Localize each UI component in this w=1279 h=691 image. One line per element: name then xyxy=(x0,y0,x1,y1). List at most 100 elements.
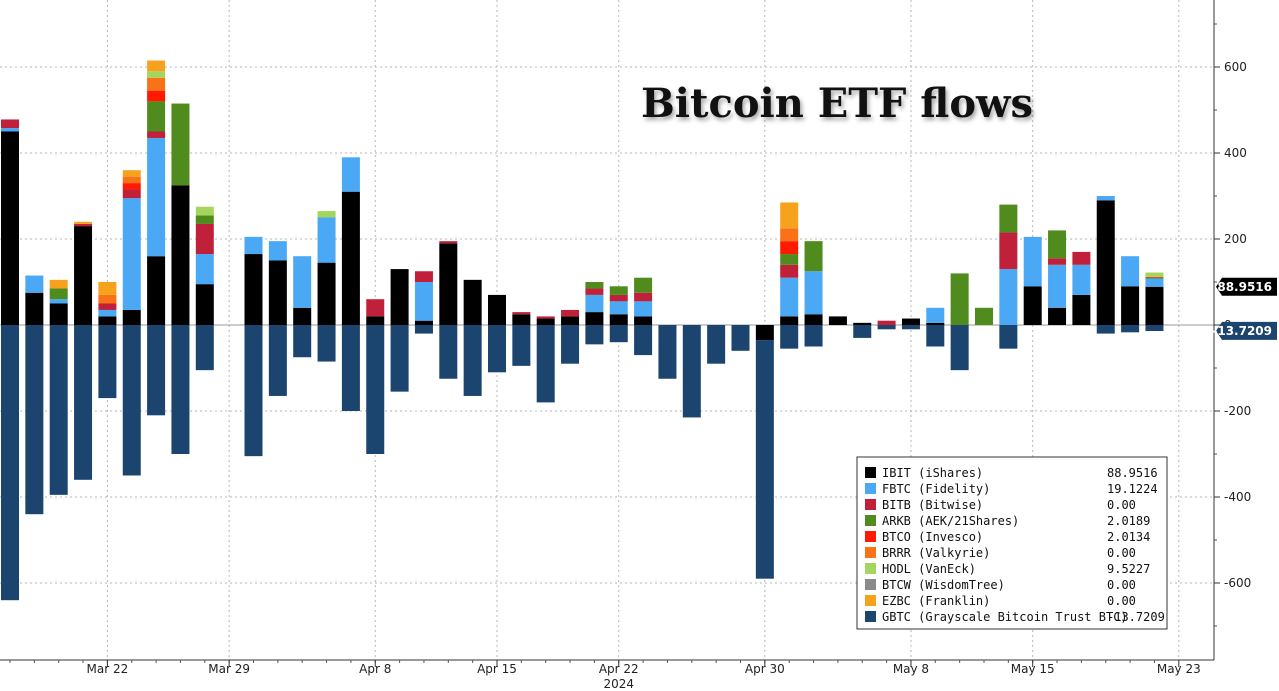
legend-entry: IBIT (iShares) 88.9516 xyxy=(865,466,1158,480)
bar-segment xyxy=(317,211,336,218)
legend-value: 2.0134 xyxy=(1107,530,1150,544)
bar-segment xyxy=(147,101,166,132)
bar-segment xyxy=(74,226,93,325)
bar-segment xyxy=(828,316,847,325)
bar-segment xyxy=(439,243,458,325)
value-tag-text: 88.9516 xyxy=(1217,280,1272,294)
legend-label: FBTC (Fidelity) xyxy=(882,482,990,496)
bar-segment xyxy=(634,277,653,293)
bar-segment xyxy=(780,325,799,349)
bar-segment xyxy=(658,325,677,379)
bar-segment xyxy=(1145,277,1164,279)
bar-segment xyxy=(1072,251,1091,265)
legend-swatch xyxy=(865,467,876,478)
bar-segment xyxy=(341,157,360,192)
legend-value: 88.9516 xyxy=(1107,466,1158,480)
bar-segment xyxy=(950,325,969,371)
bar-segment xyxy=(195,254,214,285)
bar-segment xyxy=(147,137,166,257)
legend-swatch xyxy=(865,547,876,558)
bar-segment xyxy=(512,325,531,366)
bar-segment xyxy=(25,275,44,293)
bar-segment xyxy=(950,273,969,325)
legend-label: BTCW (WisdomTree) xyxy=(882,578,1005,592)
bar-segment xyxy=(1145,325,1164,332)
legend-entry: BITB (Bitwise) 0.00 xyxy=(865,498,1136,512)
bar-segment xyxy=(98,325,117,399)
bar-segment xyxy=(975,307,993,325)
bar-segment xyxy=(1048,258,1067,265)
legend-label: ARKB (AEK/21Shares) xyxy=(882,514,1019,528)
bar-segment xyxy=(98,294,117,304)
bar-segment xyxy=(682,325,701,418)
x-tick-label: Apr 22 xyxy=(599,662,639,676)
bar-segment xyxy=(1048,230,1067,259)
y-tick-label: 600 xyxy=(1224,60,1247,74)
bar-segment xyxy=(122,189,141,199)
bar-segment xyxy=(122,176,141,184)
bar-segment xyxy=(147,60,166,72)
bar-segment xyxy=(780,202,799,229)
bar-segment xyxy=(74,221,93,224)
bar-segment xyxy=(609,314,628,325)
bar-segment xyxy=(147,71,166,78)
bar-segment xyxy=(439,241,458,244)
x-tick-label: Mar 22 xyxy=(87,662,129,676)
bar-segment xyxy=(414,271,433,282)
bar-segment xyxy=(926,307,945,323)
bar-segment xyxy=(1072,264,1091,295)
bar-segment xyxy=(999,204,1018,233)
bar-segment xyxy=(74,223,93,227)
bar-segment xyxy=(561,316,580,325)
bar-segment xyxy=(317,325,336,362)
value-tags: 88.9516 -13.7209 xyxy=(1212,277,1277,340)
bar-segment xyxy=(147,256,166,325)
bar-segment xyxy=(755,325,774,341)
bar-segment xyxy=(244,254,263,325)
bar-segment xyxy=(585,312,604,325)
bar-segment xyxy=(268,325,287,396)
bar-segment xyxy=(1145,286,1164,325)
legend-swatch xyxy=(865,515,876,526)
bar-segment xyxy=(804,241,823,272)
bar-segment xyxy=(195,284,214,325)
bar-segment xyxy=(634,316,653,325)
bar-segment xyxy=(804,314,823,325)
legend-entry: BTCO (Invesco) 2.0134 xyxy=(865,530,1150,544)
bar-segment xyxy=(122,309,141,325)
bar-segment xyxy=(999,269,1018,325)
bar-segment xyxy=(1096,325,1115,334)
y-tick-label: -600 xyxy=(1224,576,1251,590)
bar-segment xyxy=(707,325,726,364)
legend-entry: EZBC (Franklin) 0.00 xyxy=(865,594,1136,608)
bar-segment xyxy=(390,269,409,325)
bar-segment xyxy=(414,325,433,334)
bar-segment xyxy=(853,322,872,325)
legend-label: GBTC (Grayscale Bitcoin Trust BTC) xyxy=(882,610,1128,624)
x-tick-label: May 15 xyxy=(1011,662,1055,676)
bar-segment xyxy=(609,301,628,315)
value-tag-bg xyxy=(1216,321,1277,340)
bar-segment xyxy=(536,318,555,325)
bars xyxy=(1,60,1164,601)
bar-segment xyxy=(122,183,141,190)
bar-segment xyxy=(317,262,336,325)
bar-segment xyxy=(634,301,653,317)
bar-segment xyxy=(780,277,799,317)
x-tick-label: Apr 8 xyxy=(359,662,391,676)
bar-segment xyxy=(609,286,628,295)
bar-segment xyxy=(488,325,506,373)
legend-swatch xyxy=(865,483,876,494)
bar-segment xyxy=(171,185,190,325)
bar-segment xyxy=(366,299,385,317)
bar-segment xyxy=(49,279,68,289)
bar-segment xyxy=(293,256,312,308)
bar-segment xyxy=(1048,264,1067,308)
y-tick-label: 400 xyxy=(1224,146,1247,160)
legend-label: BRRR (Valkyrie) xyxy=(882,546,990,560)
bar-segment xyxy=(98,303,117,310)
bar-segment xyxy=(122,325,141,476)
bar-segment xyxy=(147,77,166,91)
legend-value: 0.00 xyxy=(1107,578,1136,592)
